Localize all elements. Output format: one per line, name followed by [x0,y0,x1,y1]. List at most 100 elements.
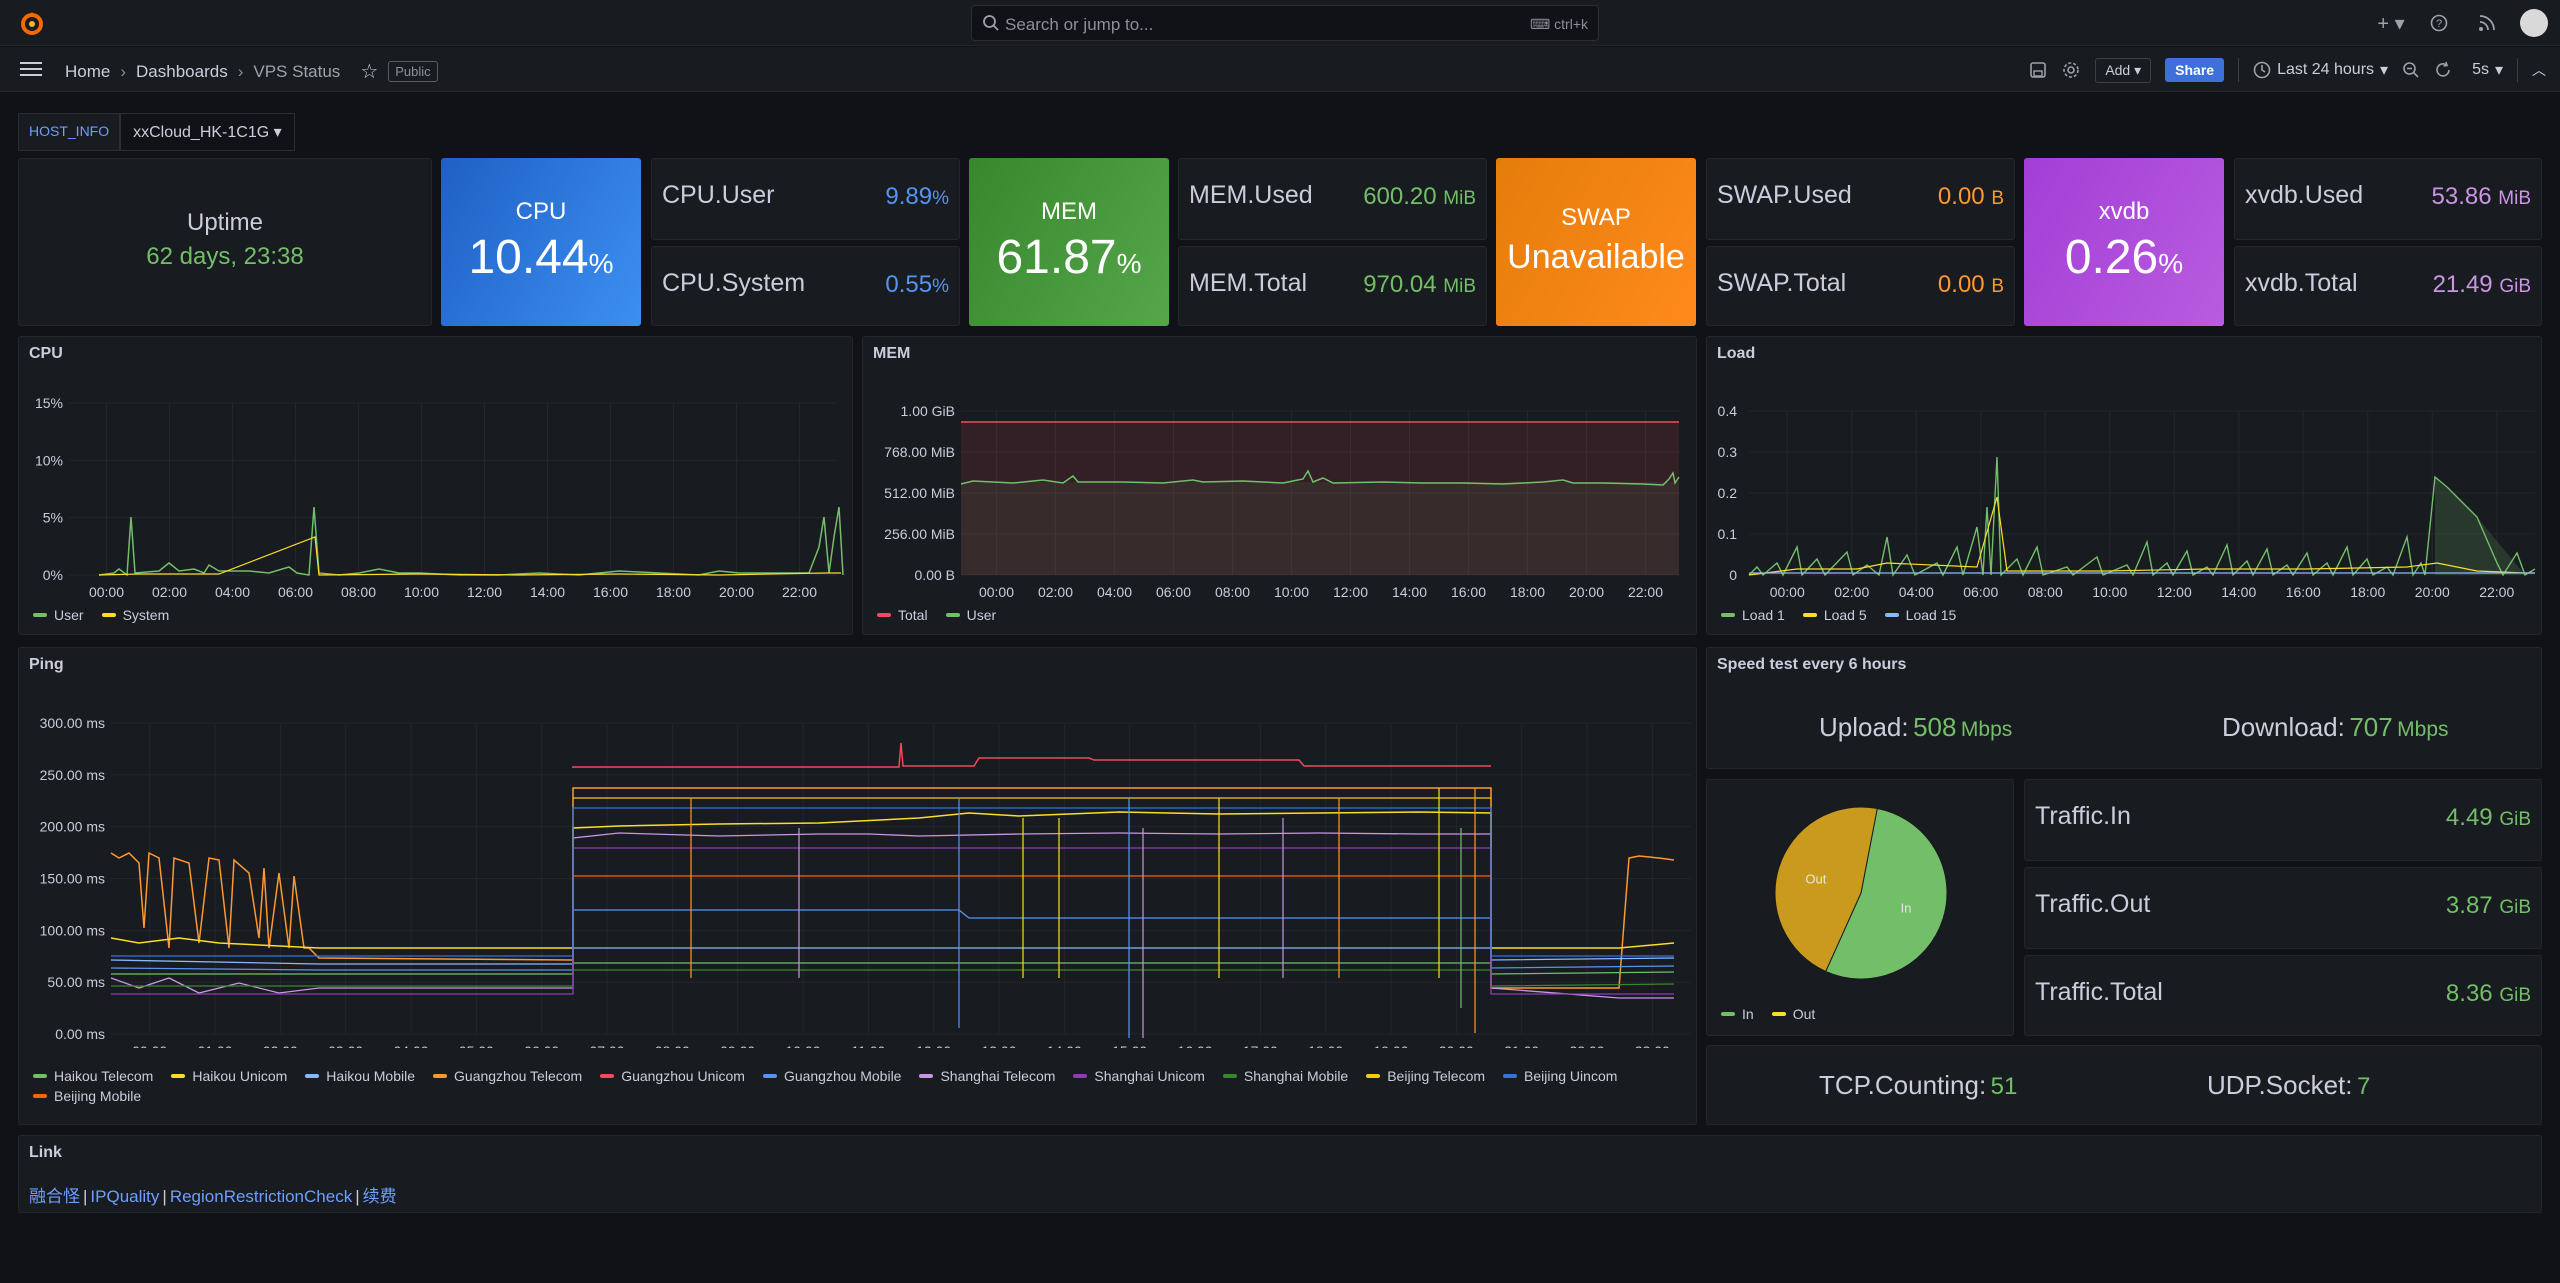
swap-total-unit: B [1991,276,2004,297]
mem-total-area [961,422,1679,575]
add-button-label: Add [2105,61,2131,78]
legend-label: Beijing Telecom [1387,1068,1486,1084]
cpu-stat-unit: % [588,248,614,279]
x-tick-label: 08:00 [2028,584,2063,600]
mem-timeseries-chart[interactable]: 1.00 GiB 768.00 MiB 512.00 MiB 256.00 MiB 0.… [863,337,1698,636]
guangzhou-unicom-series-line [572,742,1491,768]
legend-item[interactable]: Beijing Uincom [1503,1068,1617,1084]
y-tick-label: 0.2 [1718,485,1738,501]
upload-unit: Mbps [1960,718,2013,741]
legend-item[interactable]: Load 15 [1884,607,1957,623]
traffic-pie-legend: In Out [1721,1006,1815,1022]
traffic-pie-chart[interactable]: In Out [1707,780,2015,1000]
legend-item[interactable]: Load 1 [1721,607,1785,623]
x-tick-label: 01:00 [197,1043,232,1048]
star-icon[interactable]: ☆ [360,61,379,83]
x-tick-label: 14:00 [1047,1043,1082,1048]
legend-item[interactable]: Haikou Telecom [33,1068,153,1084]
link-renewal[interactable]: 续费 [362,1187,397,1206]
menu-icon[interactable] [20,59,42,79]
variable-selector-row: HOST_INFO xxCloud_HK-1C1G ▾ [18,113,295,151]
legend-item[interactable]: User [33,607,84,623]
load-timeseries-chart[interactable]: 0.4 0.3 0.2 0.1 0 00:00 02:00 04:00 06:00 08:00 10… [1707,337,2543,636]
mem-total-label: MEM.Total [1189,269,1308,297]
add-button[interactable]: Add ▾ [2095,57,2152,83]
link-ipquality[interactable]: IPQuality [90,1187,160,1206]
legend-item[interactable]: Guangzhou Unicom [600,1068,745,1084]
save-icon[interactable] [2029,61,2047,79]
link-region-restriction-check[interactable]: RegionRestrictionCheck [169,1187,353,1206]
news-rss-icon[interactable] [2472,8,2502,38]
y-tick-label: 0.4 [1718,403,1738,419]
legend-item[interactable]: Shanghai Mobile [1222,1068,1349,1084]
upload-value: 508 [1913,712,1957,742]
legend-item[interactable]: Beijing Mobile [33,1088,141,1104]
links-title: Link [29,1144,62,1161]
download-stat: Download: 707 Mbps [2222,712,2449,743]
x-tick-label: 16:00 [2286,584,2321,600]
legend-item[interactable]: Shanghai Unicom [1073,1068,1205,1084]
legend-item[interactable]: Guangzhou Telecom [433,1068,582,1084]
ping-timeseries-chart[interactable]: 300.00 ms 250.00 ms 200.00 ms 150.00 ms 100.… [19,648,1698,1048]
legend-item[interactable]: In [1721,1006,1754,1022]
download-label: Download: [2222,712,2345,742]
breadcrumb-separator: › [120,61,127,81]
search-input[interactable]: Search or jump to... ⌨ ctrl+k [971,5,1599,41]
settings-gear-icon[interactable] [2061,60,2081,80]
time-range-picker[interactable]: Last 24 hours ▾ [2253,60,2388,80]
legend-item[interactable]: User [945,607,996,623]
mem-stat-unit: % [1116,248,1142,279]
host-info-select[interactable]: xxCloud_HK-1C1G ▾ [120,113,295,151]
swap-stat-title: SWAP [1561,204,1631,231]
zoom-out-icon[interactable] [2402,61,2420,79]
new-plus-icon[interactable]: + ▾ [2377,12,2405,35]
legend-label: Total [898,607,928,623]
refresh-picker[interactable]: 5s ▾ [2434,60,2503,80]
breadcrumb-home[interactable]: Home [65,61,111,81]
user-avatar[interactable] [2520,9,2548,37]
mem-total-unit: MiB [1443,276,1476,297]
link-ronghegai[interactable]: 融合怪 [29,1187,80,1206]
xvdb-total-panel: xvdb.Total 21.49 GiB [2234,246,2542,326]
cpu-system-number: 0.55 [885,271,933,298]
traffic-out-value: 3.87 GiB [2446,892,2531,920]
legend-label: Beijing Uincom [1524,1068,1618,1084]
legend-item[interactable]: Haikou Unicom [171,1068,287,1084]
x-tick-label: 20:00 [1439,1043,1474,1048]
x-tick-label: 16:00 [1451,584,1486,600]
legend-item[interactable]: System [101,607,170,623]
legend-item[interactable]: Guangzhou Mobile [762,1068,902,1084]
legend-label: In [1742,1006,1754,1022]
search-icon [983,15,999,31]
legend-label: Guangzhou Mobile [783,1068,902,1084]
legend-label: Shanghai Mobile [1243,1068,1349,1084]
legend-item[interactable]: Out [1771,1006,1815,1022]
legend-item[interactable]: Haikou Mobile [305,1068,415,1084]
breadcrumb-dashboards[interactable]: Dashboards [136,61,228,81]
download-value: 707 [2349,712,2393,742]
legend-label: User [54,607,84,623]
share-button[interactable]: Share [2165,58,2225,82]
traffic-in-unit: GiB [2499,809,2531,830]
legend-label: Haikou Telecom [54,1068,154,1084]
breadcrumb-separator: › [237,61,244,81]
cpu-legend: User System [33,607,169,623]
public-badge: Public [388,61,438,82]
legend-item[interactable]: Shanghai Telecom [919,1068,1055,1084]
cpu-timeseries-chart[interactable]: 15% 10% 5% 0% 00:00 02:00 04:00 06:00 08:00 10:00… [19,337,854,636]
legend-label: System [122,607,170,623]
legend-item[interactable]: Load 5 [1802,607,1867,623]
collapse-chevron-up-icon[interactable]: ︿ [2532,62,2546,78]
grafana-logo-icon[interactable] [18,9,46,37]
legend-swatch [101,613,116,617]
y-tick-label: 200.00 ms [40,819,105,835]
legend-item[interactable]: Total [877,607,928,623]
legend-item[interactable]: Beijing Telecom [1366,1068,1485,1084]
help-icon[interactable]: ? [2424,8,2454,38]
swap-stat-value: Unavailable [1507,238,1685,276]
y-tick-label: 0.3 [1718,444,1738,460]
legend-label: Load 15 [1905,607,1957,623]
x-tick-label: 02:00 [152,584,187,600]
refresh-interval-label: 5s [2472,61,2489,78]
legend-label: Guangzhou Telecom [454,1068,583,1084]
